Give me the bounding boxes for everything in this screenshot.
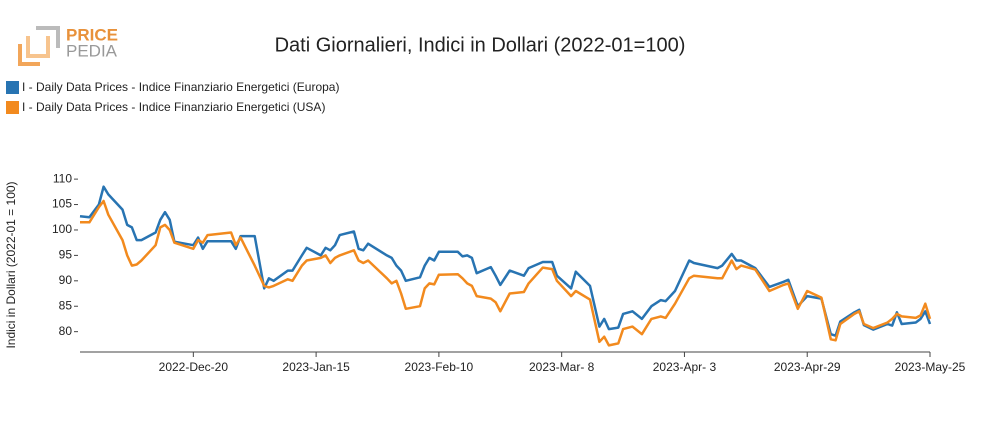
x-tick-label: 2023-Jan-15: [282, 360, 350, 374]
logo-text: PEDIA: [66, 41, 118, 60]
legend-label: I - Daily Data Prices - Indice Finanziar…: [22, 80, 339, 94]
y-tick-label: 90: [59, 273, 73, 287]
x-tick-label: 2023-Apr-29: [774, 360, 841, 374]
y-tick-label: 100: [52, 222, 72, 236]
logo-mark: [18, 44, 40, 66]
y-tick-label: 80: [59, 324, 73, 338]
x-tick-label: 2023-Mar- 8: [529, 360, 595, 374]
legend-swatch: [6, 81, 19, 94]
logo-mark: [26, 36, 50, 58]
x-tick-label: 2022-Dec-20: [159, 360, 229, 374]
series-line: [80, 199, 932, 347]
logo-text: PRICE: [66, 25, 118, 44]
logo: PRICE PEDIA: [18, 25, 118, 66]
logo-mark: [36, 26, 60, 48]
y-axis-title: Indici in Dollari (2022-01 = 100): [4, 181, 18, 348]
y-tick-label: 95: [59, 248, 73, 262]
y-tick-label: 85: [59, 298, 73, 312]
y-tick-label: 105: [52, 197, 72, 211]
x-tick-label: 2023-May-25: [895, 360, 966, 374]
x-tick-label: 2023-Apr- 3: [653, 360, 717, 374]
series-line: [79, 185, 932, 337]
x-tick-label: 2023-Feb-10: [405, 360, 474, 374]
y-tick-label: 110: [53, 171, 72, 185]
legend-swatch: [6, 101, 19, 114]
chart-title: Dati Giornalieri, Indici in Dollari (202…: [275, 34, 686, 56]
legend-label: I - Daily Data Prices - Indice Finanziar…: [22, 100, 325, 114]
